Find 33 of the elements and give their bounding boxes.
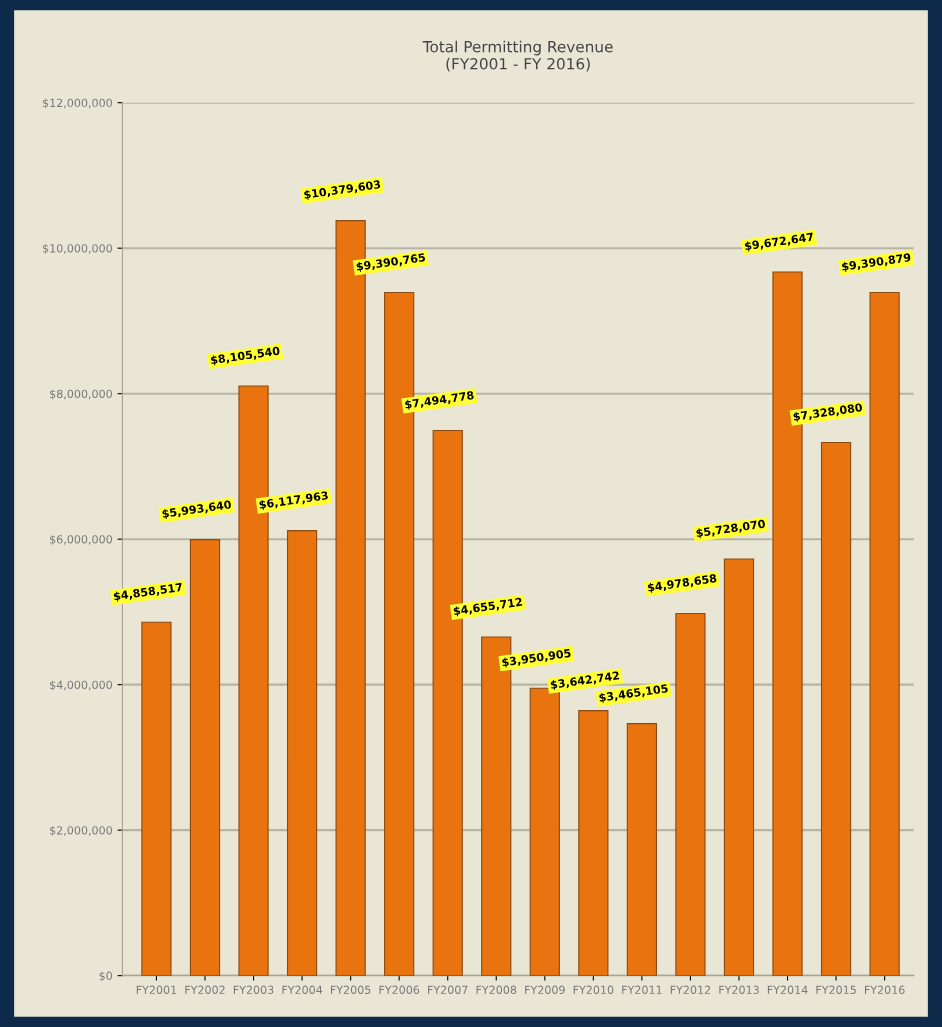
bar [141, 621, 172, 976]
x-tick-label: FY2002 [185, 985, 225, 994]
x-tick-label: FY2008 [476, 985, 517, 994]
x-tick-label: FY2016 [864, 985, 905, 994]
bar [675, 612, 706, 976]
x-tick-label: FY2001 [136, 985, 177, 994]
x-tick-label: FY2009 [525, 985, 565, 994]
bar [286, 530, 318, 976]
y-tick-label: $8,000,000 [50, 389, 112, 400]
bar [189, 539, 221, 976]
y-tick-label: $4,000,000 [50, 680, 112, 691]
x-tick-label: FY2010 [573, 985, 614, 994]
x-tick-label: FY2006 [379, 985, 420, 994]
y-tick-label: $2,000,000 [50, 825, 112, 837]
x-tick-label: FY2007 [428, 985, 468, 994]
bar [578, 710, 609, 976]
y-tick-label: $10,000,000 [42, 243, 112, 255]
x-tick-label: FY2013 [719, 985, 759, 994]
x-tick-label: FY2005 [330, 985, 371, 994]
bar [723, 558, 755, 976]
x-tick-label: FY2014 [767, 985, 808, 994]
bar [626, 723, 658, 976]
x-tick-label: FY2011 [622, 985, 662, 994]
chart-title: Total Permitting Revenue (FY2001 - FY 2016) [422, 40, 613, 72]
y-tick-label: $0 [99, 971, 112, 982]
bar [820, 442, 852, 976]
x-tick-label: FY2004 [282, 985, 323, 994]
y-tick-label: $12,000,000 [42, 98, 112, 109]
x-tick-label: FY2012 [670, 985, 711, 994]
bar [869, 291, 900, 976]
y-tick-label: $6,000,000 [50, 534, 112, 546]
x-tick-label: FY2015 [816, 985, 856, 994]
x-tick-label: FY2003 [233, 985, 274, 994]
